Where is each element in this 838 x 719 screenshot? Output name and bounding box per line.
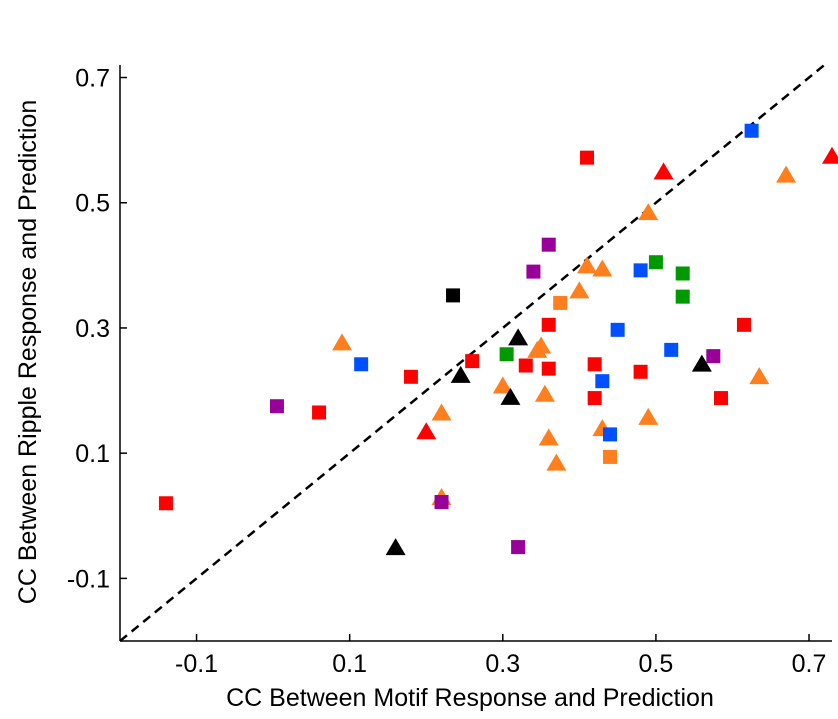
data-point-triangle [431,403,452,421]
data-point-triangle [450,365,471,383]
data-point-square [675,266,690,281]
data-point-triangle [531,336,552,354]
data-point-square [595,374,610,389]
x-tick-label: 0.1 [332,650,367,678]
data-point-triangle [577,256,598,274]
axes: -0.1 0.1 0.3 0.5 0.7 -0.1 0.1 0.3 0.5 0.7 [67,65,832,678]
data-point-triangle [653,162,674,180]
data-point-triangle [508,328,529,346]
data-point-square [602,427,617,442]
data-point-square [587,357,602,372]
data-point-triangle [592,259,613,277]
marker-layer [158,123,838,556]
data-point-triangle [492,376,513,394]
data-point-triangle [416,422,437,440]
data-point-triangle [776,165,797,183]
data-point-square [580,150,595,165]
data-point-triangle [534,384,555,402]
x-tick-label: 0.7 [792,650,827,678]
data-point-square [633,364,648,379]
data-point-square [158,496,173,511]
x-tick-label: 0.3 [485,650,520,678]
data-point-triangle [546,453,567,471]
x-axis-title: CC Between Motif Response and Prediction [226,684,714,712]
data-point-square [648,255,663,270]
diagonal-reference-line [119,64,826,642]
data-point-square [602,449,617,464]
data-point-triangle [332,333,353,351]
data-point-square [587,391,602,406]
y-tick-label: 0.7 [75,65,110,93]
data-point-triangle [385,538,406,556]
x-tick-label: 0.5 [639,650,674,678]
data-point-square [633,263,648,278]
y-tick-label: -0.1 [67,565,110,593]
x-tick-label: -0.1 [175,650,218,678]
data-point-triangle [538,428,559,446]
data-point-square [434,495,449,510]
data-point-square [553,295,568,310]
y-axis-title: CC Between Ripple Response and Predictio… [14,100,42,604]
data-point-triangle [500,387,521,405]
data-point-square [713,391,728,406]
data-point-triangle [691,354,712,372]
data-point-square [541,237,556,252]
data-point-square [664,342,679,357]
data-point-square [312,405,327,420]
data-point-triangle [638,203,659,221]
data-point-triangle [822,146,838,164]
data-point-square [465,354,480,369]
data-point-square [744,123,759,138]
data-point-square [511,540,526,555]
data-point-square [706,349,721,364]
data-point-square [354,357,369,372]
data-point-square [736,317,751,332]
data-point-triangle [638,407,659,425]
reference-line-layer [119,64,826,642]
data-point-triangle [749,367,770,385]
y-tick-label: 0.5 [75,190,110,218]
data-point-square [446,288,461,303]
data-point-square [541,361,556,376]
data-point-square [541,317,556,332]
y-tick-label: 0.1 [75,440,110,468]
data-point-square [610,322,625,337]
data-point-square [526,264,541,279]
data-point-square [518,358,533,373]
data-point-square [499,347,514,362]
data-point-square [403,369,418,384]
data-point-triangle [569,281,590,299]
y-tick-label: 0.3 [75,315,110,343]
data-point-square [269,399,284,414]
data-point-square [675,289,690,304]
